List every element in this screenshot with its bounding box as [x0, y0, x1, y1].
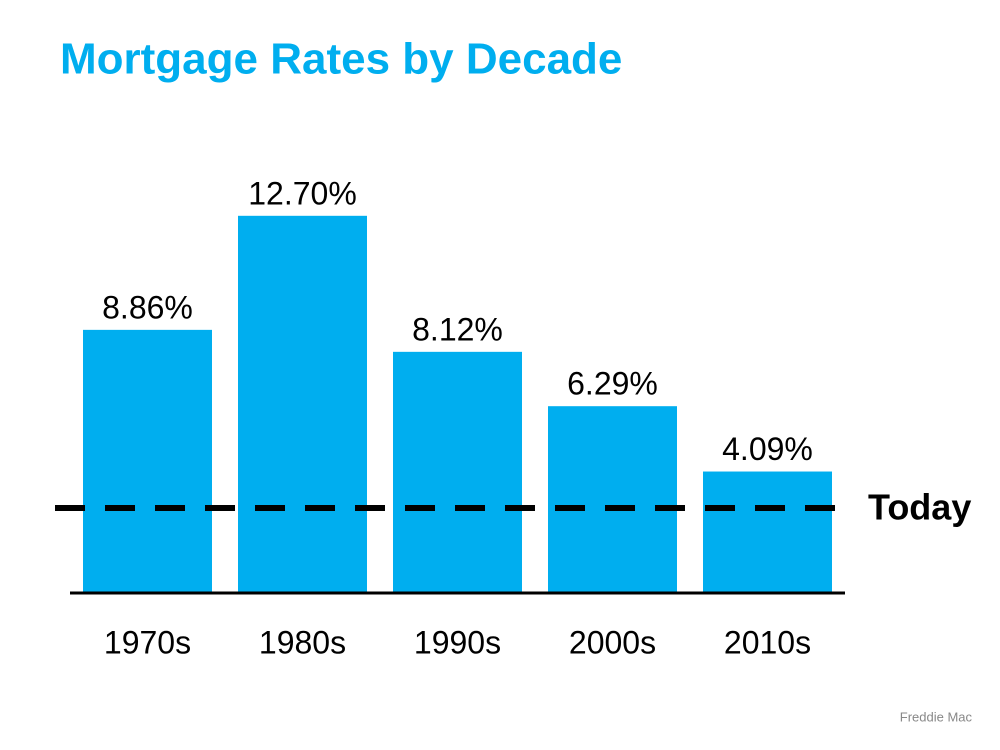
x-tick-label: 1980s [259, 624, 346, 660]
value-label: 8.86% [102, 289, 193, 325]
reference-label: Today [868, 487, 971, 528]
value-label: 4.09% [722, 431, 813, 467]
bar [238, 215, 367, 593]
value-label: 6.29% [567, 366, 658, 402]
x-tick-label: 1970s [104, 624, 191, 660]
bar [83, 329, 212, 593]
bar [703, 471, 832, 593]
chart-title: Mortgage Rates by Decade [60, 35, 622, 84]
bar [393, 351, 522, 593]
source: Freddie Mac [900, 709, 973, 724]
value-label: 12.70% [248, 175, 357, 211]
bar [548, 406, 677, 593]
value-label: 8.12% [412, 311, 503, 347]
x-tick-label: 1990s [414, 624, 501, 660]
x-tick-label: 2000s [569, 624, 656, 660]
x-tick-label: 2010s [724, 624, 811, 660]
